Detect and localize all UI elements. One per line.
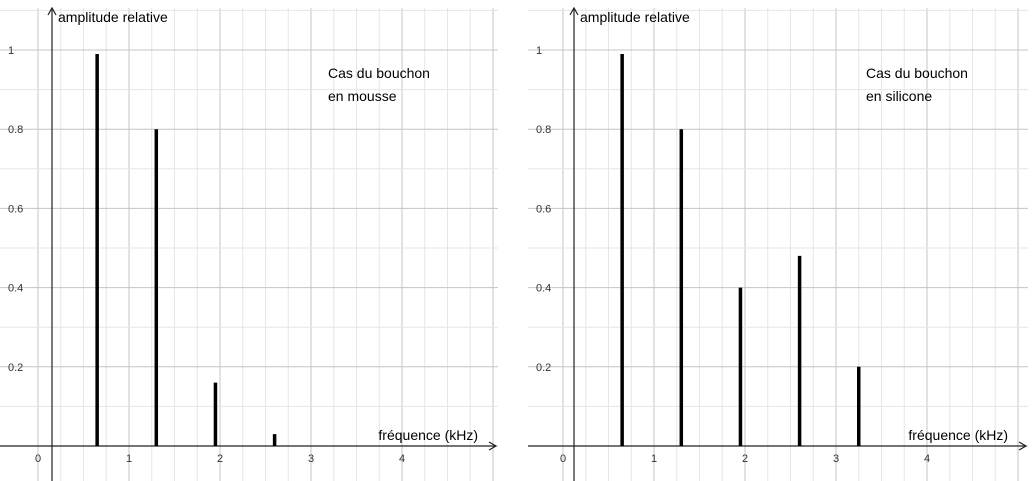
tick-labels: 0 1 2 3 4 0.2 0.4 0.6 0.8 1	[536, 45, 930, 465]
annotation-line-2: en mousse	[328, 88, 397, 104]
x-axis-label: fréquence (kHz)	[378, 427, 478, 443]
spectrum-chart-silicone: 0 1 2 3 4 0.2 0.4 0.6 0.8 1 amplitude relative fr…	[528, 6, 1028, 481]
annotation-line-1: Cas du bouchon	[328, 65, 430, 81]
annotation-line-2: en silicone	[866, 88, 932, 104]
y-axis-arrow	[47, 6, 57, 16]
axes	[528, 6, 1028, 481]
y-tick-label: 1	[536, 45, 542, 57]
y-axis-label: amplitude relative	[580, 9, 690, 25]
x-tick-label: 0	[560, 453, 566, 465]
bars	[620, 53, 861, 446]
x-tick-label: 1	[651, 453, 657, 465]
chart-panel-mousse: 0 1 2 3 4 0.2 0.4 0.6 0.8 1 amplitude relative fr…	[0, 0, 500, 481]
y-axis-label: amplitude relative	[58, 9, 168, 25]
grid	[528, 8, 1028, 481]
spectrum-chart-mousse: 0 1 2 3 4 0.2 0.4 0.6 0.8 1 amplitude relative fr…	[0, 6, 498, 481]
x-tick-label: 1	[126, 453, 132, 465]
x-tick-label: 0	[35, 453, 41, 465]
x-axis-label: fréquence (kHz)	[908, 427, 1008, 443]
x-tick-label: 3	[308, 453, 314, 465]
axes	[0, 6, 498, 481]
y-tick-label: 0.4	[536, 283, 551, 295]
y-tick-label: 0.4	[8, 283, 23, 295]
y-tick-label: 0.2	[8, 362, 23, 374]
x-tick-label: 3	[833, 453, 839, 465]
x-tick-label: 2	[742, 453, 748, 465]
bars	[95, 53, 277, 446]
annotation-line-1: Cas du bouchon	[866, 65, 968, 81]
x-tick-label: 2	[217, 453, 223, 465]
y-tick-label: 1	[8, 45, 14, 57]
tick-labels: 0 1 2 3 4 0.2 0.4 0.6 0.8 1	[8, 45, 405, 465]
x-axis-arrow	[488, 441, 498, 451]
y-tick-label: 0.6	[8, 203, 23, 215]
chart-panel-silicone: 0 1 2 3 4 0.2 0.4 0.6 0.8 1 amplitude relative fr…	[528, 0, 1028, 481]
x-tick-label: 4	[399, 453, 405, 465]
y-tick-label: 0.6	[536, 203, 551, 215]
y-axis-arrow	[569, 6, 579, 16]
x-axis-arrow	[1018, 441, 1028, 451]
x-tick-label: 4	[924, 453, 930, 465]
y-tick-label: 0.8	[536, 124, 551, 136]
y-tick-label: 0.2	[536, 362, 551, 374]
y-tick-label: 0.8	[8, 124, 23, 136]
grid	[0, 8, 498, 481]
